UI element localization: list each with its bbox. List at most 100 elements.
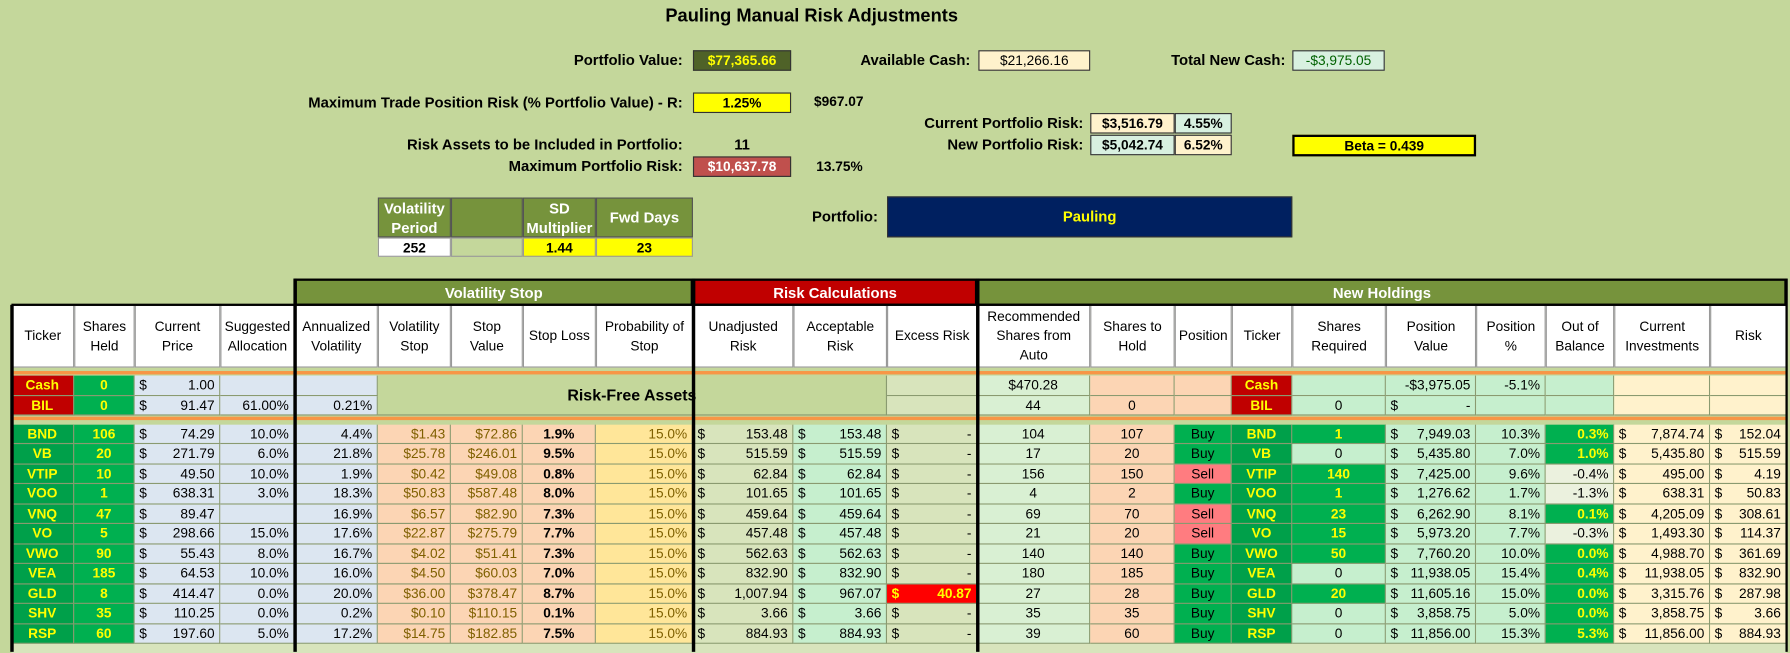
cell: $884.93 — [692, 623, 794, 644]
cell-text: 89.47 — [180, 505, 215, 522]
column-header: Suggested Allocation — [220, 304, 295, 368]
cell: 8.0% — [522, 484, 596, 505]
cell-text: $ — [1390, 485, 1399, 502]
cell: 15.0% — [1476, 583, 1546, 604]
cell-text: $ — [139, 505, 147, 522]
cell-text: $ — [1714, 445, 1723, 462]
cell: $101.65 — [692, 484, 794, 505]
cell: $0.10 — [377, 603, 451, 624]
value-box: -$3,975.05 — [1292, 50, 1385, 71]
cell-text: $ — [891, 505, 900, 522]
cell: $562.63 — [793, 543, 888, 564]
cell-text: 40.87 — [937, 585, 972, 602]
cell-text: - — [966, 545, 972, 562]
cell-text: $ — [797, 625, 806, 642]
cell-text: $ — [1714, 525, 1723, 542]
cell: $638.31 — [1614, 484, 1711, 505]
cell: $1,007.94 — [692, 583, 794, 604]
value-box: $5,042.74 — [1090, 134, 1175, 156]
cell: $3.66 — [793, 603, 888, 624]
cell: 20 — [74, 444, 135, 465]
value-box: $10,637.78 — [692, 156, 792, 177]
cell-text: $ — [697, 605, 706, 622]
value-box: 1.25% — [692, 92, 792, 114]
cell-text: $ — [697, 465, 706, 482]
cell: $246.01 — [450, 444, 523, 465]
cell: VOO — [1231, 484, 1293, 505]
cell — [1174, 375, 1232, 396]
cell: 17 — [977, 444, 1091, 465]
value: 13.75% — [816, 158, 863, 175]
cell: $ - — [887, 484, 978, 505]
cell: 0.0% — [220, 583, 295, 604]
cell: -0.3% — [1545, 523, 1615, 544]
cell: 106 — [74, 424, 135, 445]
vol-value: 1.44 — [522, 237, 596, 257]
column-header: Stop Value — [450, 304, 523, 368]
cell: 15.0% — [220, 523, 295, 544]
cell: 0 — [1292, 563, 1386, 584]
cell-text: 1,493.30 — [1651, 525, 1705, 542]
cell: $5,973.20 — [1385, 523, 1477, 544]
cell: Sell — [1174, 504, 1232, 524]
divider — [10, 304, 14, 652]
cell-text: $ — [1618, 525, 1627, 542]
cell: $ - — [887, 464, 978, 485]
cell: 21 — [977, 523, 1091, 544]
cell-text: $ — [891, 465, 900, 482]
cell: BIL — [11, 395, 75, 416]
cell: $1.00 — [134, 375, 221, 396]
cell-text: $ — [139, 545, 147, 562]
cell-text: $ — [1618, 425, 1627, 442]
title: Pauling Manual Risk Adjustments — [665, 6, 958, 27]
vol-value: 23 — [595, 237, 693, 257]
cell: $197.60 — [134, 623, 221, 644]
divider — [11, 303, 1787, 306]
column-header: Shares to Hold — [1090, 304, 1175, 368]
cell: VO — [11, 523, 75, 544]
cell: SHV — [1231, 603, 1293, 624]
cell: GLD — [11, 583, 75, 604]
cell: $91.47 — [134, 395, 221, 416]
cell: 0 — [1292, 395, 1386, 416]
cell: 35 — [977, 603, 1091, 624]
cell: 2 — [1090, 484, 1175, 505]
cell-text: $ — [891, 445, 900, 462]
separator — [11, 416, 1787, 421]
cell-text: 457.48 — [745, 525, 788, 542]
cell: 20.0% — [294, 583, 378, 604]
cell: $271.79 — [134, 444, 221, 465]
cell-text: 457.48 — [839, 525, 882, 542]
cell-text: $ — [1390, 585, 1399, 602]
cell: 4.4% — [294, 424, 378, 445]
cell-text: 74.29 — [180, 425, 215, 442]
cell-text: $ — [1390, 505, 1399, 522]
cell: $49.08 — [450, 464, 523, 485]
cell-text: $ — [1390, 545, 1399, 562]
cell-text: 832.90 — [839, 565, 882, 582]
cell-text: 11,938.05 — [1644, 565, 1705, 582]
value-box: 4.55% — [1174, 113, 1232, 134]
cell-text: $ — [1618, 605, 1627, 622]
cell-text: 50.83 — [1746, 485, 1781, 502]
cell-text: $ — [797, 525, 806, 542]
cell — [887, 395, 978, 416]
cell: 90 — [74, 543, 135, 564]
cell-text: 11,938.05 — [1410, 565, 1471, 582]
cell: $64.53 — [134, 563, 221, 584]
cell-text: 64.53 — [180, 565, 215, 582]
cell: $0.42 — [377, 464, 451, 485]
cell-text: $ — [1618, 445, 1627, 462]
cell: 7.7% — [522, 523, 596, 544]
cell-text: 271.79 — [172, 445, 215, 462]
cell: 0.0% — [1545, 543, 1615, 564]
cell: 39 — [977, 623, 1091, 644]
cell: 15.3% — [1476, 623, 1546, 644]
cell-text: 7,874.74 — [1651, 425, 1705, 442]
cell-text: 62.84 — [753, 465, 788, 482]
group-header: New Holdings — [977, 278, 1787, 306]
cell: VTIP — [1231, 464, 1293, 485]
cell-text: 101.65 — [745, 485, 788, 502]
cell-text: $ — [139, 396, 147, 413]
cell: 35 — [1090, 603, 1175, 624]
